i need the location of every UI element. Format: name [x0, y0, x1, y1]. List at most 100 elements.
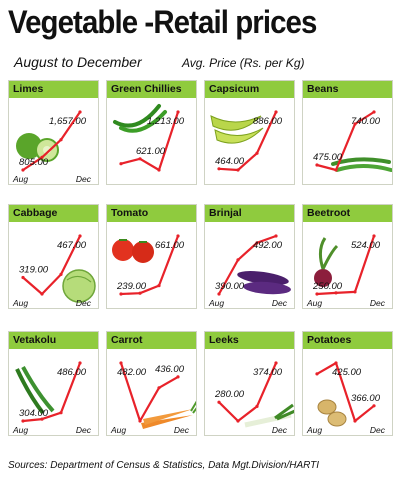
data-point: [315, 292, 319, 296]
series-line: [22, 235, 81, 296]
data-point: [372, 234, 376, 238]
series-line: [22, 362, 82, 423]
data-label: 467.00: [57, 240, 87, 251]
data-point: [21, 419, 25, 423]
series-line: [120, 235, 180, 296]
panel-title: Cabbage: [9, 205, 98, 222]
series-line: [316, 111, 375, 172]
x-tick-label: Aug: [12, 425, 28, 435]
data-point: [236, 168, 240, 172]
leeks-icon: [244, 403, 294, 428]
data-label: 492.00: [253, 240, 283, 251]
data-point: [255, 151, 259, 155]
data-point: [138, 291, 142, 295]
panel-title: Beetroot: [303, 205, 392, 222]
x-tick-label: Aug: [110, 425, 126, 435]
data-point: [334, 361, 338, 365]
tomato-icon: [112, 239, 154, 263]
series-line: [22, 111, 81, 171]
panel-title: Vetakolu: [9, 332, 98, 349]
data-point: [59, 138, 63, 142]
panel-title: Beans: [303, 81, 392, 98]
x-tick-label: Dec: [272, 298, 288, 308]
panel-title: Potatoes: [303, 332, 392, 349]
data-point: [78, 110, 82, 114]
line-chart: 239.00 661.00: [112, 234, 185, 296]
series-line: [218, 362, 278, 423]
line-chart: 319.00 467.00 Aug Dec: [12, 234, 96, 308]
chart-panel-beetroot: Beetroot 250.00 524.00 Aug Dec: [302, 204, 393, 309]
x-tick-label: Dec: [174, 425, 190, 435]
data-label: 1,657.00: [49, 116, 87, 127]
x-tick-label: Dec: [76, 425, 92, 435]
data-point: [274, 110, 278, 114]
x-tick-label: Dec: [76, 298, 92, 308]
series-line: [218, 234, 277, 295]
data-label: 304.00: [19, 408, 49, 419]
line-chart: 425.00 366.00 Aug Dec: [306, 361, 386, 435]
data-point: [274, 361, 278, 365]
data-point: [176, 375, 180, 379]
series-line: [119, 362, 179, 423]
line-chart: 304.00 486.00 Aug Dec: [12, 361, 92, 435]
line-chart: 482.00 436.00 Aug Dec: [110, 361, 196, 435]
panel-title: Capsicum: [205, 81, 294, 98]
panel-title: Tomato: [107, 205, 196, 222]
carrot-icon: [141, 400, 196, 429]
chart-panel-carrot: Carrot 482.00 436.00 Aug Dec: [106, 331, 197, 436]
data-label: 524.00: [351, 240, 381, 251]
panel-title: Carrot: [107, 332, 196, 349]
panel-title: Limes: [9, 81, 98, 98]
line-chart: 475.00 740.00: [313, 110, 392, 172]
data-point: [59, 272, 63, 276]
data-point: [372, 404, 376, 408]
series-line: [120, 111, 180, 172]
data-label: 661.00: [155, 240, 185, 251]
green-chillies-icon: [113, 104, 167, 133]
x-tick-label: Aug: [306, 298, 322, 308]
line-chart: 250.00 524.00 Aug Dec: [306, 234, 386, 308]
panel-title: Brinjal: [205, 205, 294, 222]
chart-panel-capsicum: Capsicum 464.00 886.00: [204, 80, 295, 185]
x-tick-label: Dec: [370, 298, 386, 308]
data-label: 621.00: [136, 146, 166, 157]
x-tick-label: Dec: [370, 425, 386, 435]
data-point: [119, 162, 123, 166]
data-point: [255, 241, 259, 245]
data-point: [40, 155, 44, 159]
x-tick-label: Aug: [12, 298, 28, 308]
source-note: Sources: Department of Census & Statisti…: [8, 460, 320, 471]
capsicum-icon: [210, 115, 264, 144]
chart-panel-brinjal: Brinjal 390.00 492.00 Aug Dec: [204, 204, 295, 309]
line-chart: 621.00 1,213.00: [113, 104, 185, 172]
data-label: 486.00: [57, 367, 87, 378]
series-line: [316, 361, 375, 423]
data-point: [78, 361, 82, 365]
data-point: [372, 110, 376, 114]
data-point: [119, 361, 123, 365]
page-subtitle: August to December: [14, 54, 142, 70]
data-point: [353, 290, 357, 294]
chart-panel-cabbage: Cabbage 319.00 467.00 Aug Dec: [8, 204, 99, 309]
data-point: [255, 404, 259, 408]
data-point: [157, 168, 161, 172]
panel-title: Green Chillies: [107, 81, 196, 98]
data-point: [21, 275, 25, 280]
chart-panel-limes: Limes 805.00 1,657.00 Aug Dec: [8, 80, 99, 185]
brinjal-icon: [237, 271, 291, 295]
x-tick-label: Dec: [76, 174, 92, 184]
data-label: 425.00: [332, 367, 362, 378]
x-tick-label: Dec: [272, 425, 288, 435]
data-label: 366.00: [351, 393, 381, 404]
chart-panel-green-chillies: Green Chillies 621.00 1,213.00: [106, 80, 197, 185]
data-label: 464.00: [215, 156, 245, 167]
data-point: [315, 372, 319, 376]
beans-icon: [331, 157, 392, 172]
data-label: 319.00: [19, 264, 49, 275]
chart-panel-tomato: Tomato 239.00 661.00: [106, 204, 197, 309]
data-label: 886.00: [253, 116, 283, 127]
data-point: [217, 400, 221, 404]
potatoes-icon: [317, 399, 347, 427]
data-label: 436.00: [155, 364, 185, 375]
data-point: [217, 292, 221, 296]
